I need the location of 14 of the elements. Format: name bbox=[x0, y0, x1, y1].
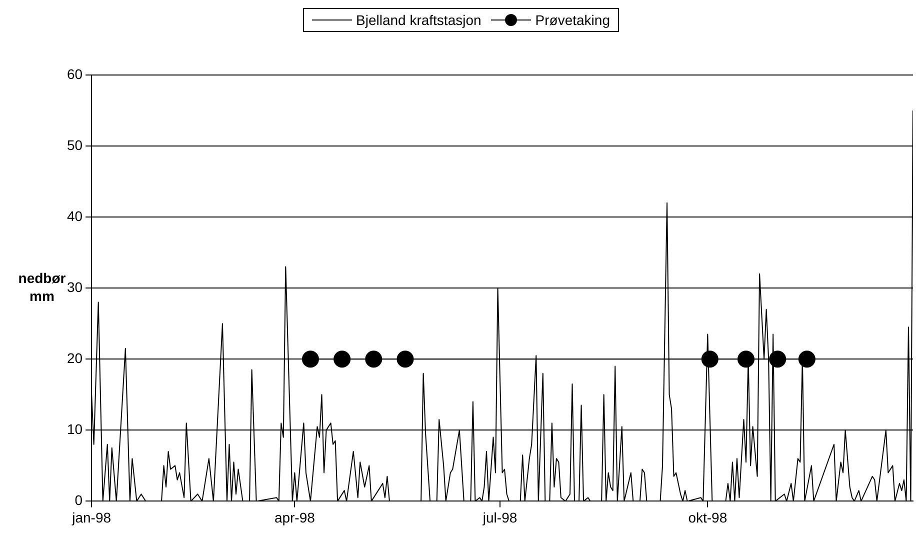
x-tick-label: okt-98 bbox=[688, 509, 728, 526]
x-tick-label: jan-98 bbox=[71, 509, 112, 526]
y-tick-label: 20 bbox=[66, 350, 83, 366]
legend-label: Prøvetaking bbox=[535, 12, 610, 28]
y-tick-label: 40 bbox=[66, 208, 83, 224]
y-tick-label: 0 bbox=[74, 492, 83, 508]
legend-label: Bjelland kraftstasjon bbox=[356, 12, 482, 28]
y-tick-label: 30 bbox=[66, 278, 83, 295]
y-tick-label: 60 bbox=[66, 66, 83, 82]
x-tick-label: jul-98 bbox=[482, 509, 518, 526]
y-tick-label: 50 bbox=[66, 136, 83, 153]
y-tick-label: 10 bbox=[66, 421, 83, 438]
y-axis-title: nedbør mm bbox=[18, 270, 66, 304]
x-tick-label: apr-98 bbox=[274, 509, 316, 526]
